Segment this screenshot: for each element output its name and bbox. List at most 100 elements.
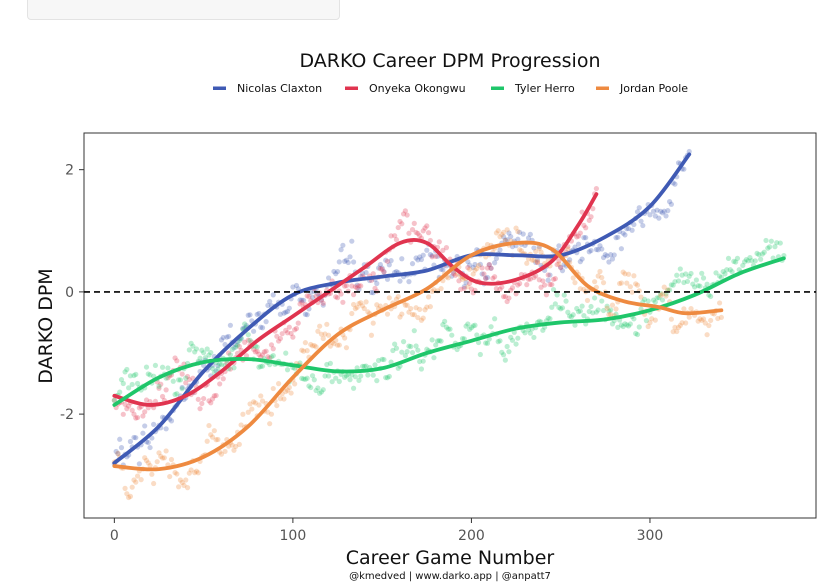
data-point — [618, 322, 624, 328]
data-point — [227, 352, 233, 358]
data-point — [652, 317, 658, 323]
data-point — [438, 338, 444, 344]
data-point — [570, 275, 576, 281]
data-point — [620, 323, 626, 330]
data-point — [602, 252, 608, 258]
data-point — [433, 253, 439, 260]
data-point — [672, 324, 678, 331]
data-point — [559, 268, 566, 274]
data-point — [604, 253, 610, 259]
data-point — [442, 318, 448, 324]
data-point — [209, 365, 216, 372]
data-point — [483, 276, 489, 282]
data-point — [201, 350, 207, 356]
data-point — [402, 208, 408, 214]
data-point — [395, 293, 401, 300]
data-point — [606, 312, 612, 318]
data-point — [283, 388, 289, 395]
data-point — [495, 339, 501, 345]
data-point — [497, 247, 503, 253]
data-point — [118, 445, 125, 451]
data-point — [120, 380, 126, 387]
data-point — [556, 261, 562, 267]
data-point — [524, 282, 530, 288]
data-point — [604, 305, 610, 311]
data-point — [425, 230, 432, 236]
data-point — [379, 356, 385, 362]
data-point — [513, 225, 519, 231]
data-point — [502, 237, 508, 243]
data-point — [536, 245, 542, 252]
data-point — [574, 305, 580, 312]
data-point — [575, 309, 582, 315]
data-point — [554, 261, 560, 268]
data-point — [763, 237, 769, 244]
data-point — [581, 222, 587, 228]
data-point — [774, 240, 780, 246]
data-point — [527, 276, 533, 282]
data-point — [458, 286, 464, 292]
data-point — [393, 237, 400, 243]
data-point — [340, 242, 346, 248]
data-point — [129, 484, 135, 490]
data-point — [393, 296, 400, 302]
data-point — [604, 303, 610, 309]
data-point — [461, 285, 467, 292]
data-point — [577, 259, 583, 265]
data-point — [292, 381, 298, 387]
data-point — [134, 414, 141, 421]
y-tick-label: -2 — [60, 407, 74, 423]
data-point — [718, 314, 724, 321]
legend-swatch — [491, 86, 504, 90]
data-point — [350, 291, 357, 298]
data-point — [183, 477, 189, 483]
search-input[interactable] — [27, 0, 340, 20]
data-point — [399, 256, 405, 262]
data-point — [177, 477, 184, 483]
data-point — [479, 271, 485, 277]
data-point — [299, 299, 305, 305]
data-point — [199, 400, 205, 407]
data-point — [245, 332, 251, 338]
data-point — [550, 286, 557, 293]
data-point — [350, 385, 357, 391]
data-point — [374, 302, 380, 308]
data-point — [174, 471, 180, 477]
data-point — [500, 294, 507, 300]
data-point — [195, 470, 201, 476]
data-point — [424, 304, 430, 310]
data-point — [176, 377, 182, 383]
data-point — [574, 234, 580, 240]
data-point — [675, 160, 682, 166]
data-point — [306, 383, 312, 389]
data-point — [727, 267, 733, 273]
data-point — [297, 301, 303, 307]
data-point — [122, 485, 128, 491]
data-point — [270, 353, 276, 359]
x-tick-label: 300 — [637, 528, 664, 544]
data-point — [217, 381, 223, 387]
data-point — [365, 372, 371, 378]
data-point — [406, 230, 412, 236]
data-point — [547, 316, 553, 322]
data-point — [354, 365, 360, 371]
data-point — [759, 251, 766, 257]
data-point — [342, 374, 348, 380]
data-point — [422, 307, 428, 313]
data-point — [361, 305, 367, 312]
data-point — [265, 409, 271, 415]
data-point — [415, 230, 421, 237]
data-point — [424, 346, 430, 352]
data-point — [220, 334, 226, 341]
data-point — [268, 342, 275, 348]
data-point — [417, 233, 423, 239]
data-point — [572, 322, 578, 328]
data-point — [588, 303, 594, 310]
data-point — [565, 309, 571, 315]
data-point — [647, 212, 653, 218]
data-point — [531, 245, 537, 251]
data-point — [288, 390, 294, 396]
data-point — [356, 286, 362, 293]
data-point — [488, 324, 494, 330]
data-point — [115, 451, 121, 457]
